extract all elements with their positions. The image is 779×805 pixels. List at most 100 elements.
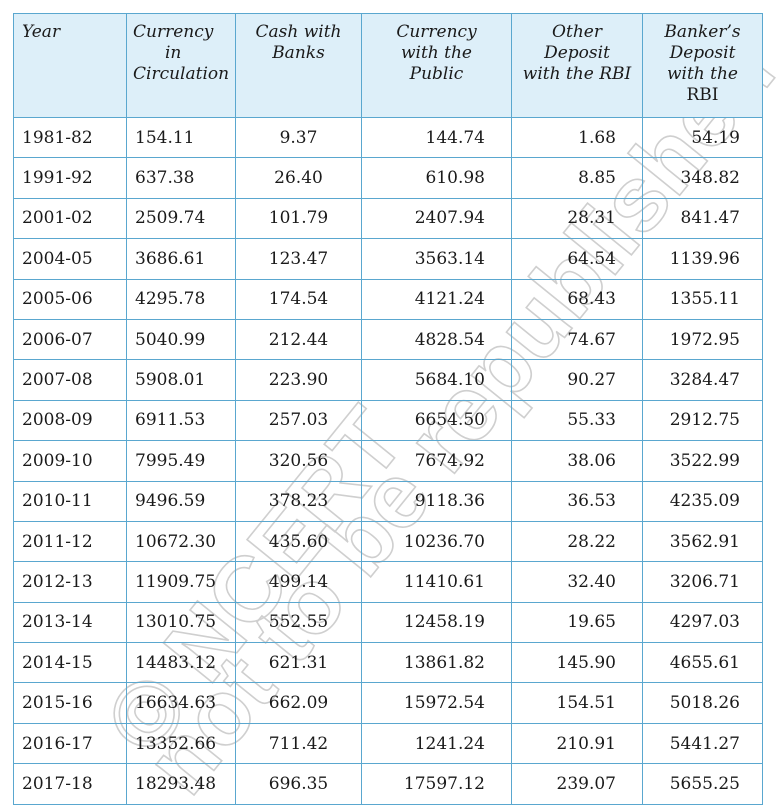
year-cell: 1991-92 (13, 157, 127, 199)
currency-with-public-cell: 9118.36 (361, 480, 512, 522)
currency-in-circulation-cell: 637.38 (126, 157, 236, 199)
cash-with-banks-cell: 123.47 (235, 238, 362, 280)
year-cell: 2012-13 (13, 561, 127, 603)
cash-with-banks-cell: 378.23 (235, 480, 362, 522)
other-deposit-cell: 8.85 (511, 157, 643, 199)
year-cell: 2010-11 (13, 480, 127, 522)
year-cell: 2001-02 (13, 197, 127, 240)
other-deposit-cell: 210.91 (511, 722, 643, 765)
currency-in-circulation-cell: 154.11 (126, 116, 236, 159)
currency-with-public-cell: 15972.54 (361, 682, 512, 724)
currency-in-circulation-cell: 13010.75 (126, 601, 236, 644)
bankers-deposit-cell: 5655.25 (642, 763, 763, 805)
cash-with-banks-cell: 320.56 (235, 440, 362, 482)
header-year: Year (13, 13, 127, 118)
bankers-deposit-cell: 1355.11 (642, 278, 763, 320)
year-cell: 2005-06 (13, 278, 127, 320)
currency-in-circulation-cell: 5908.01 (126, 359, 236, 401)
header-currency-in-circulation: Currency in Circulation (126, 13, 236, 118)
cash-with-banks-cell: 212.44 (235, 318, 362, 361)
currency-with-public-cell: 6654.50 (361, 399, 512, 442)
table-row: 2014-15 14483.12 621.31 13861.82 145.90 4655.… (13, 642, 763, 684)
year-cell: 2008-09 (13, 399, 127, 442)
currency-with-public-cell: 5684.10 (361, 359, 512, 401)
bankers-deposit-cell: 3206.71 (642, 561, 763, 603)
header-other-deposit: Other Deposit with the RBI (511, 13, 643, 118)
other-deposit-cell: 239.07 (511, 763, 643, 805)
bankers-deposit-cell: 3562.91 (642, 520, 763, 563)
bankers-deposit-cell: 348.82 (642, 157, 763, 199)
other-deposit-cell: 154.51 (511, 682, 643, 724)
table-row: 2006-07 5040.99 212.44 4828.54 74.67 1972.95 (13, 318, 763, 361)
currency-in-circulation-cell: 5040.99 (126, 318, 236, 361)
header-bankers-deposit: Banker’s Deposit with the RBI (642, 13, 763, 118)
table-row: 2001-02 2509.74 101.79 2407.94 28.31 841.47 (13, 197, 763, 240)
other-deposit-cell: 55.33 (511, 399, 643, 442)
table-row: 2010-11 9496.59 378.23 9118.36 36.53 4235.09 (13, 480, 763, 522)
header-currency-with-public: Currency with the Public (361, 13, 512, 118)
table-row: 2017-18 18293.48 696.35 17597.12 239.07 5655.… (13, 763, 763, 805)
currency-in-circulation-cell: 2509.74 (126, 197, 236, 240)
currency-with-public-cell: 12458.19 (361, 601, 512, 644)
cash-with-banks-cell: 223.90 (235, 359, 362, 401)
year-cell: 2011-12 (13, 520, 127, 563)
currency-in-circulation-cell: 3686.61 (126, 238, 236, 280)
currency-table: Year Currency in Circulation Cash with B… (13, 13, 763, 805)
other-deposit-cell: 74.67 (511, 318, 643, 361)
other-deposit-cell: 1.68 (511, 116, 643, 159)
cash-with-banks-cell: 711.42 (235, 722, 362, 765)
currency-in-circulation-cell: 6911.53 (126, 399, 236, 442)
currency-with-public-cell: 17597.12 (361, 763, 512, 805)
currency-with-public-cell: 10236.70 (361, 520, 512, 563)
cash-with-banks-cell: 174.54 (235, 278, 362, 320)
table-row: 2005-06 4295.78 174.54 4121.24 68.43 1355.11 (13, 278, 763, 320)
other-deposit-cell: 64.54 (511, 238, 643, 280)
currency-in-circulation-cell: 11909.75 (126, 561, 236, 603)
other-deposit-cell: 145.90 (511, 642, 643, 684)
bankers-deposit-cell: 3522.99 (642, 440, 763, 482)
currency-with-public-cell: 2407.94 (361, 197, 512, 240)
bankers-deposit-cell: 3284.47 (642, 359, 763, 401)
table-row: 2009-10 7995.49 320.56 7674.92 38.06 3522.99 (13, 440, 763, 482)
other-deposit-cell: 32.40 (511, 561, 643, 603)
currency-with-public-cell: 13861.82 (361, 642, 512, 684)
cash-with-banks-cell: 26.40 (235, 157, 362, 199)
year-cell: 2013-14 (13, 601, 127, 644)
table-row: 2008-09 6911.53 257.03 6654.50 55.33 2912.75 (13, 399, 763, 442)
other-deposit-cell: 90.27 (511, 359, 643, 401)
header-row: Year Currency in Circulation Cash with B… (13, 13, 763, 118)
currency-with-public-cell: 4828.54 (361, 318, 512, 361)
table-row: 1991-92 637.38 26.40 610.98 8.85 348.82 (13, 157, 763, 199)
year-cell: 2014-15 (13, 642, 127, 684)
bankers-deposit-cell: 5018.26 (642, 682, 763, 724)
bankers-deposit-cell: 2912.75 (642, 399, 763, 442)
table-row: 2004-05 3686.61 123.47 3563.14 64.54 1139.96 (13, 238, 763, 280)
currency-in-circulation-cell: 10672.30 (126, 520, 236, 563)
cash-with-banks-cell: 696.35 (235, 763, 362, 805)
currency-with-public-cell: 4121.24 (361, 278, 512, 320)
cash-with-banks-cell: 662.09 (235, 682, 362, 724)
other-deposit-cell: 68.43 (511, 278, 643, 320)
currency-in-circulation-cell: 7995.49 (126, 440, 236, 482)
other-deposit-cell: 28.22 (511, 520, 643, 563)
year-cell: 2015-16 (13, 682, 127, 724)
other-deposit-cell: 38.06 (511, 440, 643, 482)
table-row: 1981-82 154.11 9.37 144.74 1.68 54.19 (13, 116, 763, 159)
year-cell: 2007-08 (13, 359, 127, 401)
cash-with-banks-cell: 552.55 (235, 601, 362, 644)
currency-with-public-cell: 3563.14 (361, 238, 512, 280)
currency-with-public-cell: 610.98 (361, 157, 512, 199)
year-cell: 1981-82 (13, 116, 127, 159)
year-cell: 2009-10 (13, 440, 127, 482)
year-cell: 2004-05 (13, 238, 127, 280)
year-cell: 2006-07 (13, 318, 127, 361)
other-deposit-cell: 28.31 (511, 197, 643, 240)
cash-with-banks-cell: 435.60 (235, 520, 362, 563)
cash-with-banks-cell: 621.31 (235, 642, 362, 684)
table-row: 2012-13 11909.75 499.14 11410.61 32.40 3206.7… (13, 561, 763, 603)
year-cell: 2016-17 (13, 722, 127, 765)
bankers-deposit-cell: 4655.61 (642, 642, 763, 684)
header-cash-with-banks: Cash with Banks (235, 13, 362, 118)
cash-with-banks-cell: 101.79 (235, 197, 362, 240)
currency-in-circulation-cell: 16634.63 (126, 682, 236, 724)
